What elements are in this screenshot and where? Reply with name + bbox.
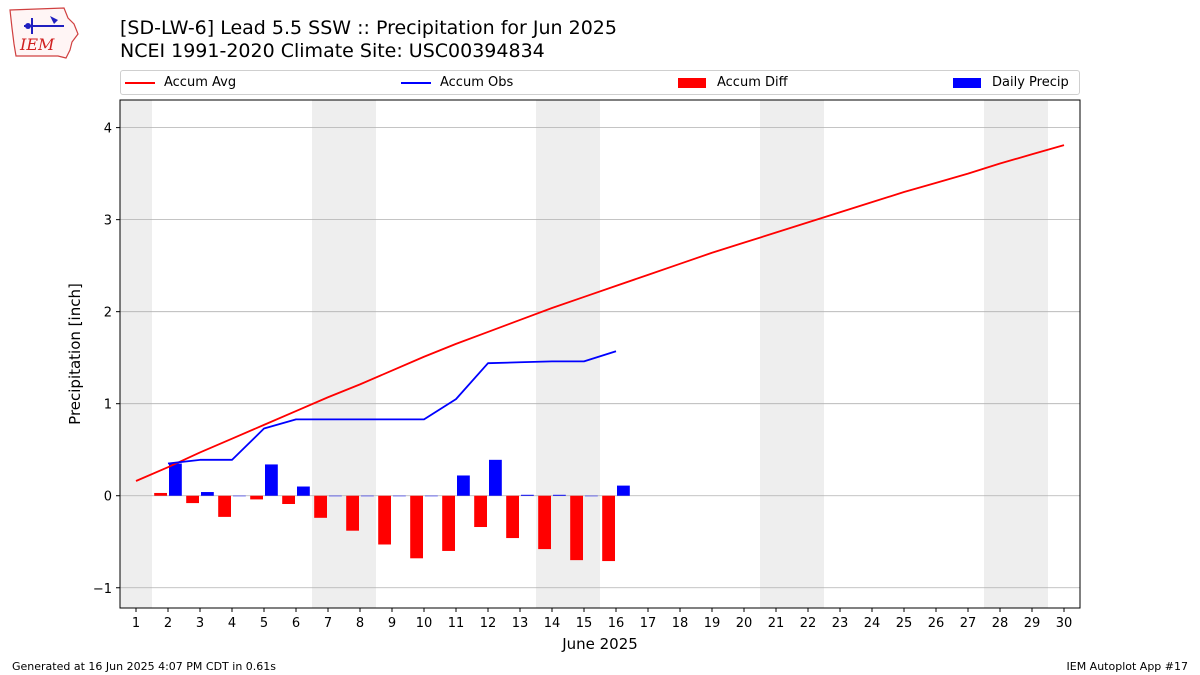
x-tick-label: 27: [960, 616, 977, 631]
y-axis-label: Precipitation [inch]: [66, 283, 84, 425]
weekend-shade: [984, 100, 1048, 608]
legend-item-accum-obs: Accum Obs: [401, 71, 513, 94]
accum-obs-line: [167, 350, 617, 465]
accum-diff-bar: [570, 495, 583, 561]
x-tick-label: 25: [896, 616, 913, 631]
accum-diff-bar: [410, 495, 423, 559]
legend-swatch-accum-obs: [401, 81, 431, 84]
x-tick-label: 3: [196, 616, 204, 631]
legend-item-daily-precip: Daily Precip: [953, 71, 1069, 94]
plot-frame: [119, 99, 1081, 609]
accum-diff-bar: [474, 495, 487, 528]
x-tick-label: 1: [132, 616, 140, 631]
weekend-shade: [312, 100, 376, 608]
accum-diff-bar: [282, 495, 295, 505]
accum-avg-line: [135, 144, 1065, 482]
x-tick-label: 4: [228, 616, 236, 631]
accum-diff-bar: [346, 495, 359, 531]
legend-item-accum-diff: Accum Diff: [678, 71, 788, 94]
x-tick-label: 14: [544, 616, 561, 631]
accum-diff-bar: [154, 492, 167, 496]
daily-precip-bar: [297, 486, 310, 496]
daily-precip-bar: [425, 495, 438, 497]
x-tick-label: 2: [164, 616, 172, 631]
x-tick-label: 16: [608, 616, 625, 631]
legend-item-accum-avg: Accum Avg: [125, 71, 236, 94]
x-tick-label: 20: [736, 616, 753, 631]
x-tick-label: 22: [800, 616, 817, 631]
daily-precip-bar: [329, 495, 342, 497]
x-tick-label: 19: [704, 616, 721, 631]
x-tick-label: 28: [992, 616, 1009, 631]
x-tick-label: 29: [1024, 616, 1041, 631]
accum-diff-bar: [602, 495, 615, 562]
accum-diff-bar: [314, 495, 327, 518]
accum-diff-bar: [506, 495, 519, 539]
weekend-shade: [120, 100, 152, 608]
legend-swatch-daily-precip: [953, 77, 981, 88]
daily-precip-bar: [393, 495, 406, 497]
accum-diff-bar: [186, 495, 199, 504]
x-tick-label: 17: [640, 616, 657, 631]
y-tick-label: 1: [104, 398, 112, 413]
x-tick-label: 5: [260, 616, 268, 631]
accum-diff-bar: [218, 495, 231, 517]
x-tick-label: 11: [448, 616, 465, 631]
y-tick-label: 4: [104, 122, 112, 137]
accum-diff-bar: [442, 495, 455, 551]
x-tick-label: 9: [388, 616, 396, 631]
daily-precip-bar: [553, 494, 566, 496]
daily-precip-bar: [521, 494, 534, 496]
legend-label-daily-precip: Daily Precip: [992, 75, 1069, 90]
daily-precip-bar: [489, 459, 502, 496]
legend-swatch-accum-avg: [125, 81, 155, 84]
daily-precip-bar: [617, 485, 630, 496]
logo-text: IEM: [19, 35, 55, 54]
legend-swatch-accum-diff: [678, 77, 706, 88]
accum-diff-bar: [538, 495, 551, 550]
x-tick-label: 13: [512, 616, 529, 631]
y-tick-label: 3: [104, 214, 112, 229]
daily-precip-bar: [169, 463, 182, 496]
chart-subtitle: NCEI 1991-2020 Climate Site: USC00394834: [120, 40, 545, 62]
daily-precip-bar: [265, 464, 278, 496]
x-tick-label: 12: [480, 616, 497, 631]
legend-label-accum-diff: Accum Diff: [717, 75, 788, 90]
x-tick-label: 21: [768, 616, 785, 631]
daily-precip-bar: [457, 475, 470, 496]
legend: Accum Avg Accum Obs Accum Diff Daily Pre…: [120, 70, 1080, 95]
iem-logo: IEM: [9, 7, 79, 59]
accum-diff-bar: [250, 495, 263, 500]
y-tick-label: 0: [104, 490, 112, 505]
y-tick-label: 2: [104, 306, 112, 321]
legend-label-accum-avg: Accum Avg: [164, 75, 237, 90]
x-tick-label: 30: [1056, 616, 1073, 631]
daily-precip-bar: [361, 495, 374, 497]
x-tick-label: 6: [292, 616, 300, 631]
generated-timestamp: Generated at 16 Jun 2025 4:07 PM CDT in …: [12, 660, 277, 673]
app-credit: IEM Autoplot App #17: [1066, 660, 1189, 673]
x-tick-label: 7: [324, 616, 332, 631]
x-tick-label: 15: [576, 616, 593, 631]
accum-diff-bar: [378, 495, 391, 545]
daily-precip-bar: [585, 495, 598, 497]
x-tick-label: 26: [928, 616, 945, 631]
legend-label-accum-obs: Accum Obs: [440, 75, 514, 90]
daily-precip-bar: [233, 495, 246, 497]
x-tick-label: 8: [356, 616, 364, 631]
daily-precip-bar: [201, 492, 214, 496]
iowa-outline-shape: [9, 7, 79, 59]
x-axis-label: June 2025: [561, 635, 638, 653]
x-tick-label: 10: [416, 616, 433, 631]
y-tick-label: −1: [93, 582, 112, 597]
weekend-shade: [760, 100, 824, 608]
chart-title: [SD-LW-6] Lead 5.5 SSW :: Precipitation …: [120, 17, 617, 39]
x-tick-label: 23: [832, 616, 849, 631]
x-tick-label: 18: [672, 616, 689, 631]
x-tick-label: 24: [864, 616, 881, 631]
